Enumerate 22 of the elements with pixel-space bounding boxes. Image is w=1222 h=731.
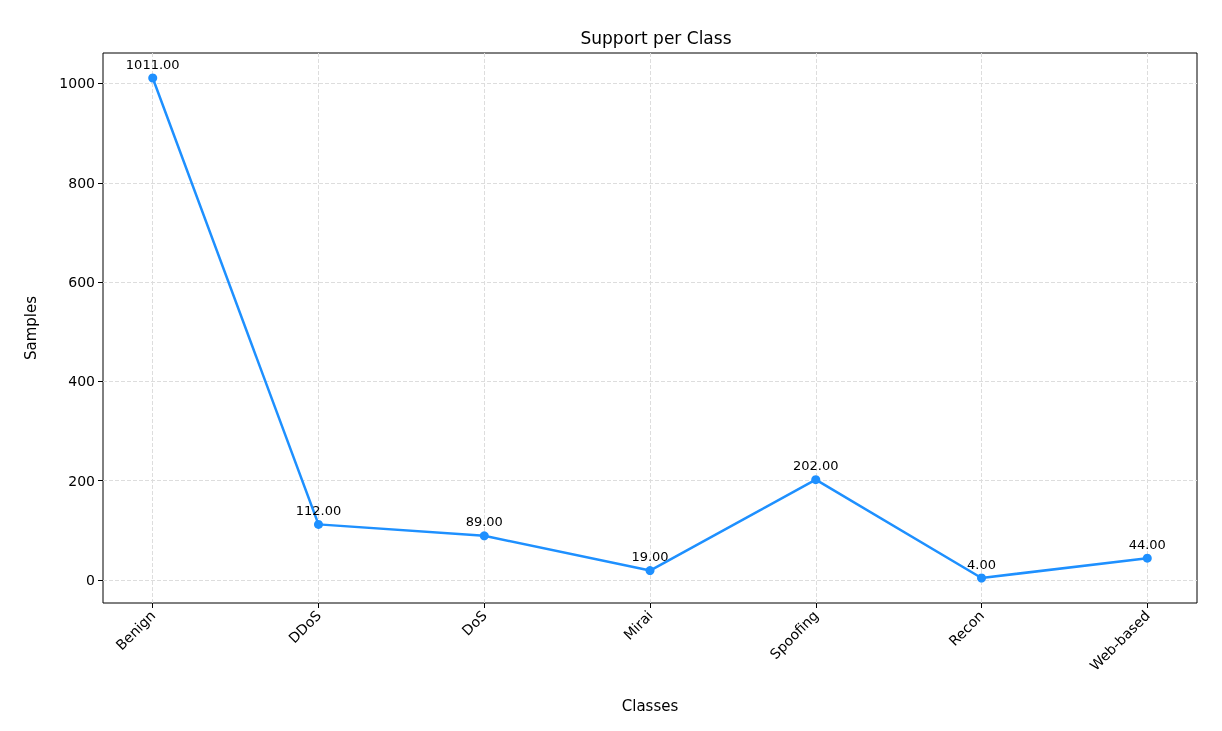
y-tick-label: 0 xyxy=(86,571,95,588)
y-tick-label: 400 xyxy=(68,373,95,390)
point xyxy=(148,73,158,83)
data-label: 4.00 xyxy=(967,556,996,572)
y-tick-label: 800 xyxy=(68,174,95,191)
data-label: 19.00 xyxy=(631,549,669,565)
data-label: 44.00 xyxy=(1128,536,1166,552)
y-axis-title: Samples xyxy=(21,295,40,361)
point xyxy=(811,475,821,485)
point xyxy=(313,519,323,529)
point xyxy=(977,573,987,583)
chart-title: Support per Class xyxy=(580,27,732,48)
y-tick-label: 1000 xyxy=(59,75,95,92)
data-label: 202.00 xyxy=(793,458,839,474)
y-tick-label: 600 xyxy=(68,274,95,291)
point xyxy=(1142,553,1152,563)
point xyxy=(645,566,655,576)
data-label: 1011.00 xyxy=(125,56,180,72)
y-tick-label: 200 xyxy=(68,472,95,489)
x-axis-title: Classes xyxy=(621,696,679,715)
data-label: 89.00 xyxy=(465,514,503,530)
point xyxy=(479,531,489,541)
